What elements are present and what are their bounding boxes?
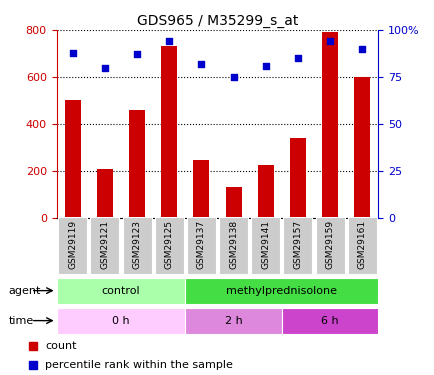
Bar [65,100,81,218]
Text: GSM29159: GSM29159 [325,220,334,269]
Bar [289,138,305,218]
Text: GSM29125: GSM29125 [164,220,173,269]
Bar [155,217,183,274]
Bar [56,278,185,304]
Bar [56,308,185,334]
Point [358,46,365,52]
Text: GSM29119: GSM29119 [68,220,77,269]
Text: time: time [9,316,34,326]
Bar [225,187,241,218]
Text: agent: agent [9,286,41,296]
Bar [128,110,145,218]
Text: count: count [45,341,76,351]
Bar [353,77,369,218]
Point [101,64,108,70]
Bar [185,308,281,334]
Point [197,61,204,67]
Title: GDS965 / M35299_s_at: GDS965 / M35299_s_at [137,13,297,28]
Text: GSM29137: GSM29137 [197,220,205,269]
Text: 2 h: 2 h [224,316,242,326]
Bar [161,46,177,217]
Bar [281,308,378,334]
Text: methylprednisolone: methylprednisolone [226,286,337,296]
Bar [185,278,378,304]
Text: 0 h: 0 h [112,316,129,326]
Bar [97,170,113,217]
Text: GSM29121: GSM29121 [100,220,109,269]
Bar [219,217,247,274]
Point [69,50,76,55]
Point [326,38,333,44]
Bar [90,217,119,274]
Text: GSM29161: GSM29161 [357,220,366,269]
Point [230,74,237,80]
Bar [321,32,338,218]
Text: GSM29123: GSM29123 [132,220,141,269]
Text: 6 h: 6 h [321,316,338,326]
Bar [58,217,87,274]
Bar [193,160,209,218]
Bar [122,217,151,274]
Text: control: control [102,286,140,296]
Bar [283,217,312,274]
Bar [315,217,344,274]
Point [262,63,269,69]
Point [133,51,140,57]
Text: GSM29157: GSM29157 [293,220,302,269]
Point [294,55,301,61]
Text: GSM29141: GSM29141 [261,220,270,269]
Bar [251,217,279,274]
Point [165,38,172,44]
Bar [187,217,215,274]
Bar [347,217,376,274]
Text: GSM29138: GSM29138 [229,220,237,269]
Text: percentile rank within the sample: percentile rank within the sample [45,360,233,369]
Bar [257,165,273,218]
